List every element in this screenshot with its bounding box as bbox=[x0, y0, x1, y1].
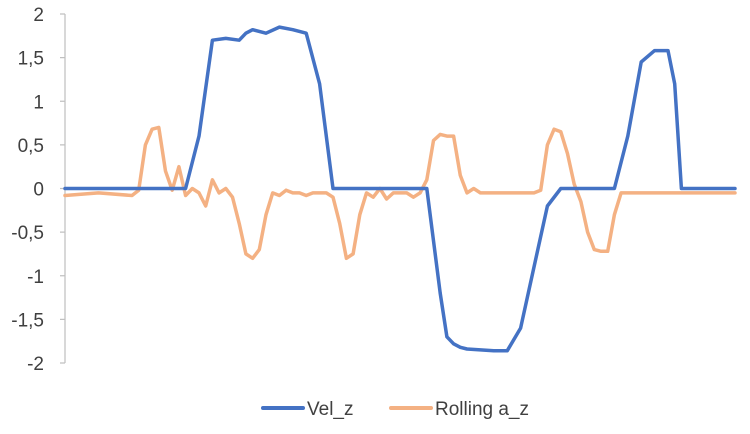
y-tick-label: -2 bbox=[27, 354, 44, 375]
y-tick-label: -1 bbox=[27, 267, 44, 288]
y-axis-ticks: 2 1,5 1 0,5 0 -0,5 -1 -1,5 -2 bbox=[11, 5, 65, 375]
y-tick-label: 0 bbox=[33, 180, 44, 201]
series-line-rolling-a-z bbox=[63, 125, 737, 261]
y-tick-label: 1 bbox=[33, 92, 44, 113]
y-tick-label: -1,5 bbox=[11, 310, 44, 331]
y-tick-label: 1,5 bbox=[18, 49, 44, 70]
legend-label: Vel_z bbox=[307, 399, 353, 420]
y-tick-label: -0,5 bbox=[11, 223, 44, 244]
legend-label: Rolling a_z bbox=[435, 399, 529, 420]
y-tick-label: 2 bbox=[33, 5, 44, 26]
y-tick-label: 0,5 bbox=[18, 136, 44, 157]
series-line-vel-z bbox=[63, 25, 737, 353]
series-layer bbox=[63, 25, 737, 353]
legend: Vel_z Rolling a_z bbox=[261, 399, 529, 420]
